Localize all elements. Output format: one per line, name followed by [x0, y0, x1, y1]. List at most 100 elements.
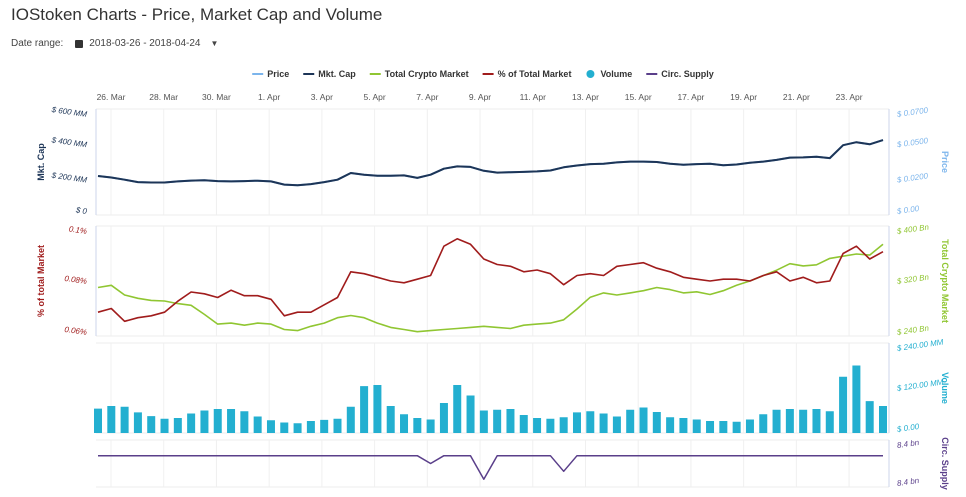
y-tick-left: 0.08%: [64, 274, 88, 286]
legend-item[interactable]: Volume: [600, 69, 632, 79]
volume-bar: [147, 416, 156, 433]
date-range-picker[interactable]: 2018-03-26 - 2018-04-24: [89, 38, 201, 49]
volume-bar: [133, 412, 142, 433]
volume-bar: [692, 419, 701, 433]
y-tick-left: $ 0: [74, 205, 88, 216]
y-tick-left: $ 600 MM: [50, 105, 88, 119]
volume-bar: [546, 418, 555, 433]
x-tick-label: 19. Apr: [730, 92, 757, 102]
percent-total-market-line: [97, 238, 884, 323]
volume-bar: [200, 410, 209, 433]
y-tick-left: $ 200 MM: [50, 171, 88, 185]
volume-bar: [732, 421, 741, 433]
x-tick-label: 5. Apr: [363, 92, 385, 102]
volume-bar: [94, 408, 102, 433]
y-axis-title-right: Total Crypto Market: [940, 239, 950, 323]
volume-bar: [599, 413, 608, 433]
volume-bar: [479, 410, 488, 433]
volume-bar: [426, 419, 435, 433]
legend-item[interactable]: Circ. Supply: [661, 69, 714, 79]
x-tick-label: 30. Mar: [202, 92, 231, 102]
x-tick-label: 1. Apr: [258, 92, 280, 102]
volume-bar: [360, 386, 369, 433]
x-tick-label: 28. Mar: [149, 92, 178, 102]
y-axis-title-right: Circ. Supply: [940, 437, 950, 490]
volume-bar: [187, 413, 196, 433]
volume-bar: [240, 411, 249, 433]
volume-bar: [280, 422, 289, 433]
volume-bar: [160, 418, 169, 433]
volume-bar: [745, 419, 754, 433]
volume-bar: [333, 418, 342, 433]
y-tick-right: $ 0.00: [895, 422, 920, 434]
circ-supply-line: [98, 454, 883, 480]
date-range-label: Date range:: [11, 38, 64, 49]
y-axis-title-right: Volume: [940, 372, 950, 404]
x-tick-label: 26. Mar: [97, 92, 126, 102]
y-tick-right: $ 400 Bn: [895, 223, 930, 237]
volume-bar: [706, 421, 715, 433]
legend-item[interactable]: Price: [267, 69, 289, 79]
volume-bar: [346, 406, 355, 433]
volume-bar: [652, 412, 661, 433]
volume-bar: [852, 365, 861, 433]
volume-bar: [493, 409, 502, 433]
volume-bar: [400, 414, 409, 433]
x-tick-label: 9. Apr: [469, 92, 491, 102]
volume-bar: [785, 409, 794, 433]
volume-bar: [639, 407, 648, 433]
volume-bar: [253, 416, 262, 433]
volume-bar: [559, 417, 568, 433]
volume-bar: [293, 423, 302, 433]
volume-bar: [839, 376, 848, 433]
volume-bar: [266, 420, 275, 433]
volume-bar: [865, 401, 874, 433]
x-tick-label: 21. Apr: [783, 92, 810, 102]
legend-item[interactable]: % of Total Market: [498, 69, 572, 79]
y-tick-right: $ 0.0700: [895, 106, 929, 119]
y-tick-right: $ 0.0500: [895, 136, 929, 149]
volume-bar: [586, 411, 595, 433]
volume-bar: [572, 412, 581, 433]
x-tick-label: 3. Apr: [311, 92, 333, 102]
y-tick-left: 0.1%: [68, 225, 87, 236]
volume-bar: [373, 385, 382, 433]
x-tick-label: 23. Apr: [836, 92, 863, 102]
volume-bar: [626, 409, 635, 433]
volume-bar: [386, 406, 395, 433]
volume-bar: [612, 416, 621, 433]
volume-bar: [506, 409, 515, 433]
volume-bar: [413, 418, 422, 433]
volume-bar: [227, 409, 236, 433]
volume-bar: [213, 409, 222, 433]
calendar-icon: [75, 39, 84, 48]
mkt-cap-line: [97, 139, 884, 187]
y-tick-left: $ 400 MM: [50, 135, 88, 149]
volume-bar: [466, 395, 475, 433]
x-tick-label: 7. Apr: [416, 92, 438, 102]
page-title: IOStoken Charts - Price, Market Cap and …: [11, 5, 383, 24]
volume-bar: [173, 418, 182, 433]
date-range: Date range: 2018-03-26 - 2018-04-24 ▼: [11, 38, 218, 49]
y-tick-right: $ 240.00 MM: [895, 337, 944, 353]
total-crypto-market-line: [97, 243, 884, 333]
volume-bar: [879, 406, 887, 433]
y-axis-title-right: Price: [940, 151, 950, 173]
volume-bar: [453, 385, 462, 433]
volume-bar: [120, 406, 129, 433]
y-tick-right: $ 120.00 MM: [895, 377, 944, 393]
volume-bar: [439, 403, 448, 433]
volume-bar: [719, 421, 728, 433]
volume-bar: [759, 414, 768, 433]
volume-bar: [533, 418, 542, 433]
volume-bar: [306, 421, 315, 433]
y-tick-right: 8.4 bn: [896, 476, 920, 488]
legend-marker-4: [586, 70, 595, 78]
legend-item[interactable]: Total Crypto Market: [385, 69, 469, 79]
volume-bar: [812, 409, 821, 433]
volume-bar: [666, 417, 675, 433]
caret-down-icon[interactable]: ▼: [210, 39, 219, 48]
legend-item[interactable]: Mkt. Cap: [318, 69, 356, 79]
y-tick-right: $ 240 Bn: [895, 324, 930, 338]
